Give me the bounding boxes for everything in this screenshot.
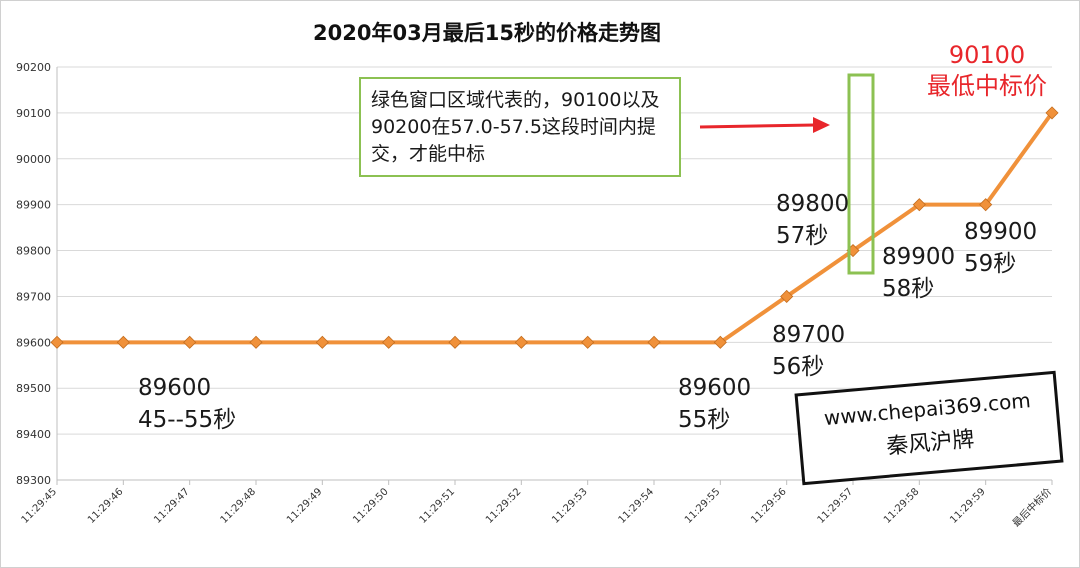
data-point-marker xyxy=(183,335,197,349)
y-tick-label: 90100 xyxy=(16,107,51,120)
x-tick-label: 11:29:53 xyxy=(550,486,590,526)
x-tick-label: 11:29:56 xyxy=(749,486,789,526)
x-tick-label: 11:29:48 xyxy=(219,486,259,526)
x-tick-label: 11:29:52 xyxy=(484,486,524,526)
y-tick-label: 89600 xyxy=(16,336,51,349)
annotation-89900-58: 89900 58秒 xyxy=(882,244,956,302)
annotation-89700-56: 89700 56秒 xyxy=(772,322,846,380)
x-tick-label: 11:29:51 xyxy=(418,486,458,526)
y-tick-label: 89400 xyxy=(16,428,51,441)
y-tick-label: 90000 xyxy=(16,153,51,166)
x-tick-label: 11:29:57 xyxy=(816,486,856,526)
pointer-arrow-shaft xyxy=(699,123,816,129)
x-tick-label: 11:29:55 xyxy=(683,486,723,526)
data-point-marker xyxy=(647,335,661,349)
data-point-marker xyxy=(514,335,528,349)
callout-box: 绿色窗口区域代表的，90100以及90200在57.0-57.5这段时间内提交，… xyxy=(359,77,681,177)
data-point-marker xyxy=(50,335,64,349)
x-tick-label: 11:29:54 xyxy=(617,486,657,526)
data-point-marker xyxy=(912,198,926,212)
data-point-marker xyxy=(581,335,595,349)
pointer-arrow-head xyxy=(813,117,830,133)
x-tick-label: 11:29:58 xyxy=(882,486,922,526)
series-line xyxy=(57,111,1054,345)
annotation-89900-59: 89900 59秒 xyxy=(964,219,1038,277)
data-point-marker xyxy=(780,289,794,304)
y-tick-label: 89900 xyxy=(16,199,51,212)
annotation-90100-final: 90100 最低中标价 xyxy=(927,41,1047,100)
x-tick-label: 11:29:47 xyxy=(152,486,192,526)
annotation-89600-45-55: 89600 45--55秒 xyxy=(138,375,237,433)
y-tick-label: 89700 xyxy=(16,290,51,303)
data-point-marker xyxy=(249,335,263,349)
data-point-marker xyxy=(448,335,462,349)
x-tick-label: 11:29:50 xyxy=(351,486,391,526)
y-tick-label: 89300 xyxy=(16,474,51,487)
data-point-marker xyxy=(382,335,396,349)
y-tick-label: 89800 xyxy=(16,245,51,258)
x-tick-label: 11:29:46 xyxy=(86,486,126,526)
data-point-marker xyxy=(1045,106,1059,120)
annotation-89800-57: 89800 57秒 xyxy=(776,191,850,249)
data-point-marker xyxy=(979,198,993,212)
x-tick-label: 最后中标价 xyxy=(1010,485,1055,530)
annotation-89600-55: 89600 55秒 xyxy=(678,375,752,433)
data-point-marker xyxy=(315,335,329,349)
y-tick-label: 90200 xyxy=(16,61,51,74)
x-tick-label: 11:29:45 xyxy=(20,486,60,526)
x-tick-label: 11:29:59 xyxy=(948,486,988,526)
chart-title: 2020年03月最后15秒的价格走势图 xyxy=(313,21,661,45)
x-tick-label: 11:29:49 xyxy=(285,486,325,526)
data-point-marker xyxy=(116,335,130,349)
y-tick-label: 89500 xyxy=(16,382,51,395)
highlight-window xyxy=(847,73,875,275)
data-point-marker xyxy=(713,335,727,349)
